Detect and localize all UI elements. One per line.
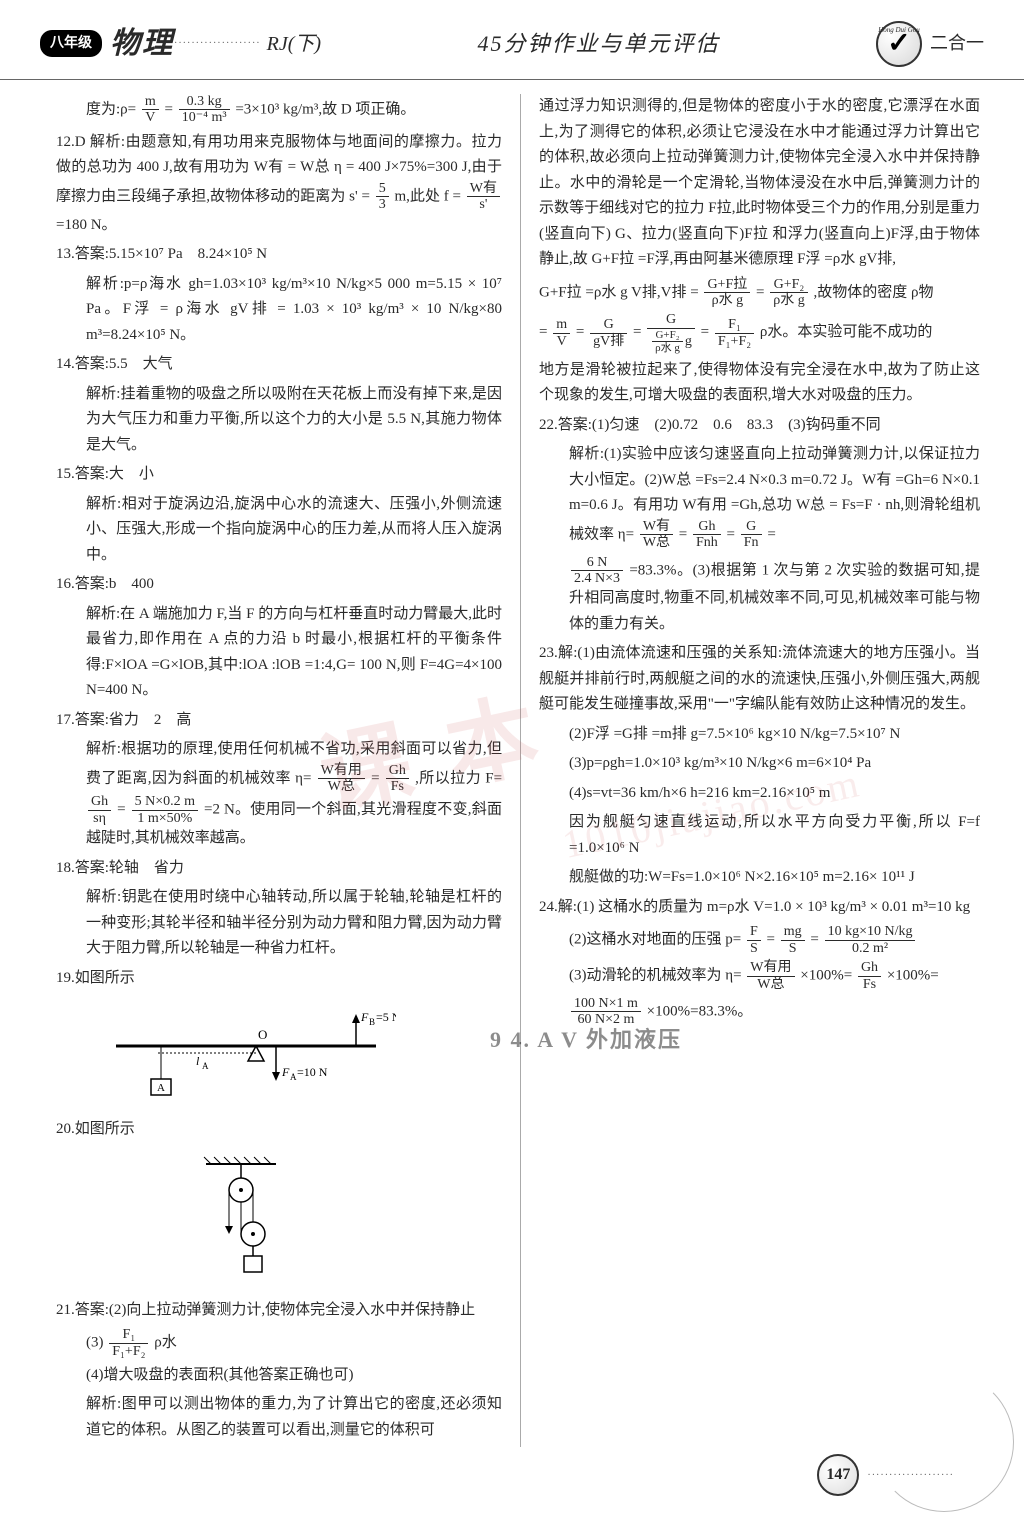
svg-text:=10 N: =10 N [297, 1065, 328, 1079]
q22-explain: 解析:(1)实验中应该匀速竖直向上拉动弹簧测力计,以保证拉力大小恒定。(2)W总… [539, 442, 980, 550]
header-right: Hong Dui Gou ✓ 二合一 [876, 21, 984, 67]
q22-answer: 22.答案:(1)匀速 (2)0.72 0.6 83.3 (3)钩码重不同 [539, 413, 980, 439]
q24: 24.解:(1) 这桶水的质量为 m=ρ水 V=1.0 × 10³ kg/m³ … [539, 895, 980, 921]
q23-2: (2)F浮 =G排 =m排 g=7.5×10⁶ kg×10 N/kg=7.5×1… [539, 722, 980, 748]
q18-explain: 解析:钥匙在使用时绕中心轴转动,所以属于轮轴,轮轴是杠杆的一种变形;其轮半径和轴… [56, 885, 502, 962]
page-header: 八年级 物理 ···················· RJ(下) 45分钟作业… [0, 0, 1024, 80]
subject-title: 物理 [110, 18, 174, 69]
q21-4: (4)增大吸盘的表面积(其他答案正确也可) [56, 1363, 502, 1389]
header-right-text: 二合一 [930, 28, 984, 59]
q22-frac: 6 N2.4 N×3 =83.3%。(3)根据第 1 次与第 2 次实验的数据可… [539, 555, 980, 638]
q21-answer: 21.答案:(2)向上拉动弹簧测力计,使物体完全浸入水中并保持静止 [56, 1298, 502, 1324]
stamp-noise: 9 4. A V 外加液压 [490, 1020, 682, 1060]
q23-3: (3)p=ρgh=1.0×10³ kg/m³×10 N/kg×6 m=6×10⁴… [539, 751, 980, 777]
svg-text:l: l [196, 1054, 200, 1068]
page-dots: ···················· [867, 1467, 954, 1484]
q15-answer: 15.答案:大 小 [56, 462, 502, 488]
r-eq1: G+F拉 =ρ水 g V排,V排 = G+F拉ρ水 g = G+F₂ρ水 g ,… [539, 277, 980, 309]
edition-label: RJ(下) [267, 27, 321, 61]
q23: 23.解:(1)由流体流速和压强的关系知:流体流速大的地方压强小。当舰艇并排前行… [539, 641, 980, 718]
right-column: 通过浮力知识测得的,但是物体的密度小于水的密度,它漂浮在水面上,为了测得它的体积… [520, 94, 984, 1447]
q21-3: (3) F₁F₁+F₂ ρ水 [56, 1327, 502, 1359]
r-cont2: 地方是滑轮被拉起来了,使得物体没有完全浸在水中,故为了防止这个现象的发生,可增大… [539, 358, 980, 409]
q23-6: 舰艇做的功:W=Fs=1.0×10⁶ N×2.16×10⁵ m=2.16× 10… [539, 865, 980, 891]
svg-text:=5 N: =5 N [376, 1010, 396, 1024]
header-dots: ···················· [174, 35, 261, 52]
q12: 12.D 解析:由题意知,有用功用来克服物体与地面间的摩擦力。拉力做的总功为 4… [56, 130, 502, 238]
q21-explain: 解析:图甲可以测出物体的重力,为了计算出它的密度,还必须知道它的体积。从图乙的装… [56, 1392, 502, 1443]
r-cont1: 通过浮力知识测得的,但是物体的密度小于水的密度,它漂浮在水面上,为了测得它的体积… [539, 94, 980, 273]
pulley-diagram [176, 1152, 306, 1282]
q20: 20.如图所示 [56, 1117, 502, 1143]
logo-icon: Hong Dui Gou ✓ [876, 21, 922, 67]
q14-answer: 14.答案:5.5 大气 [56, 352, 502, 378]
q19: 19.如图所示 [56, 966, 502, 992]
svg-text:A: A [290, 1072, 297, 1082]
O-label: O [258, 1027, 267, 1042]
q17-explain: 解析:根据功的原理,使用任何机械不省功,采用斜面可以省力,但费了距离,因为斜面的… [56, 737, 502, 852]
q24-3: (3)动滑轮的机械效率为 η= W有用W总 ×100%= GhFs ×100%= [539, 960, 980, 992]
frac: 0.3 kg10⁻⁴ m³ [179, 94, 230, 126]
q13-answer: 13.答案:5.15×10⁷ Pa 8.24×10⁵ N [56, 242, 502, 268]
q16-answer: 16.答案:b 400 [56, 572, 502, 598]
q24-2: (2)这桶水对地面的压强 p= FS = mgS = 10 kg×10 N/kg… [539, 924, 980, 956]
svg-text:B: B [369, 1017, 375, 1027]
q23-5: 因为舰艇匀速直线运动,所以水平方向受力平衡,所以 F=f =1.0×10⁶ N [539, 810, 980, 861]
check-icon: ✓ [887, 20, 910, 68]
left-column: 度为:ρ= mV = 0.3 kg10⁻⁴ m³ =3×10³ kg/m³,故 … [56, 94, 520, 1447]
lever-diagram: O FB=5 N lA FA=10 N A [96, 1001, 396, 1101]
grade-badge: 八年级 [40, 30, 102, 58]
q16-explain: 解析:在 A 端施加力 F,当 F 的方向与杠杆垂直时动力臂最大,此时最省力,即… [56, 602, 502, 704]
header-center-title: 45分钟作业与单元评估 [321, 25, 876, 62]
r-eq2: = mV = GgV排 = G G+F₂ρ水 gg = F₁F₁+F₂ ρ水。本… [539, 312, 980, 354]
q17-answer: 17.答案:省力 2 高 [56, 708, 502, 734]
q15-explain: 解析:相对于旋涡边沿,旋涡中心水的流速大、压强小,外侧流速小、压强大,形成一个指… [56, 492, 502, 569]
q18-answer: 18.答案:轮轴 省力 [56, 856, 502, 882]
svg-text:F: F [360, 1010, 369, 1024]
q14-explain: 解析:挂着重物的吸盘之所以吸附在天花板上而没有掉下来,是因为大气压力和重力平衡,… [56, 382, 502, 459]
q23-4: (4)s=vt=36 km/h×6 h=216 km=2.16×10⁵ m [539, 781, 980, 807]
page-number-container: 147 ···················· [817, 1454, 954, 1496]
svg-text:F: F [281, 1065, 290, 1079]
svg-text:A: A [202, 1061, 209, 1071]
svg-text:A: A [157, 1082, 165, 1094]
content-columns: 度为:ρ= mV = 0.3 kg10⁻⁴ m³ =3×10³ kg/m³,故 … [0, 80, 1024, 1447]
frac: mV [142, 94, 159, 126]
q13-explain: 解析:p=ρ海水 gh=1.03×10³ kg/m³×10 N/kg×5 000… [56, 272, 502, 349]
page-number: 147 [817, 1454, 859, 1496]
q-density: 度为:ρ= mV = 0.3 kg10⁻⁴ m³ =3×10³ kg/m³,故 … [56, 94, 502, 126]
